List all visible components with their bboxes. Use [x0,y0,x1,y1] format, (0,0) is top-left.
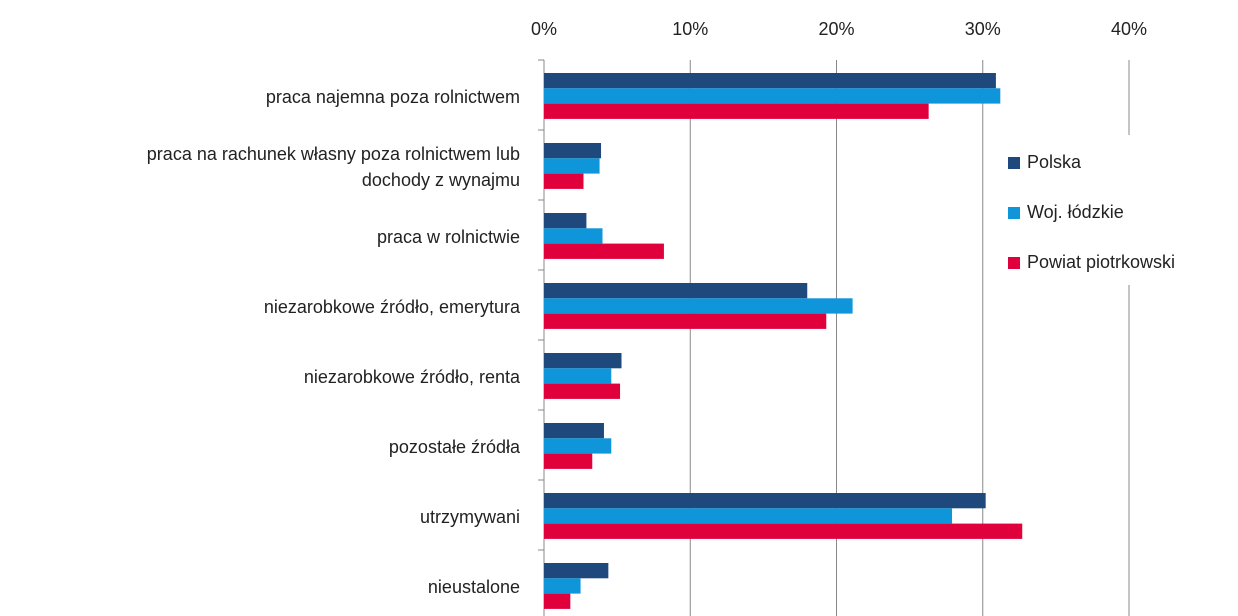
bar [544,438,612,454]
bar [544,283,808,299]
legend-swatch [1008,257,1020,269]
y-tick-label: niezarobkowe źródło, renta [303,367,520,387]
legend-label: Powiat piotrkowski [1027,252,1175,272]
bar [544,578,581,594]
bar [544,73,996,89]
y-tick-label: utrzymywani [419,507,520,527]
bar [544,313,827,329]
legend-swatch [1008,157,1020,169]
bar [544,353,622,369]
bar [544,103,929,119]
legend [995,135,1238,285]
bar [544,88,1001,104]
x-tick-label: 20% [818,19,854,39]
bar [544,523,1023,539]
y-tick-label: praca w rolnictwie [376,227,520,247]
bar [544,143,602,159]
bar [544,453,593,469]
bar [544,423,604,439]
x-tick-label: 30% [965,19,1001,39]
bar [544,298,853,314]
bar [544,508,953,524]
bar [544,243,664,259]
y-tick-label: nieustalone [427,577,520,597]
y-tick-label: praca na rachunek własny poza rolnictwem… [146,144,520,190]
bar [544,383,621,399]
legend-label: Polska [1027,152,1082,172]
bar [544,213,587,229]
bar [544,158,600,174]
bar [544,563,609,579]
y-tick-label: praca najemna poza rolnictwem [265,87,520,107]
y-tick-label: niezarobkowe źródło, emerytura [263,297,520,317]
y-tick-label: pozostałe źródła [388,437,520,457]
bar [544,593,571,609]
legend-label: Woj. łódzkie [1027,202,1124,222]
x-tick-label: 0% [531,19,557,39]
x-tick-label: 10% [672,19,708,39]
bar [544,173,584,189]
x-tick-label: 40% [1111,19,1147,39]
bar [544,368,612,384]
bar [544,493,986,509]
legend-swatch [1008,207,1020,219]
bar [544,228,603,244]
